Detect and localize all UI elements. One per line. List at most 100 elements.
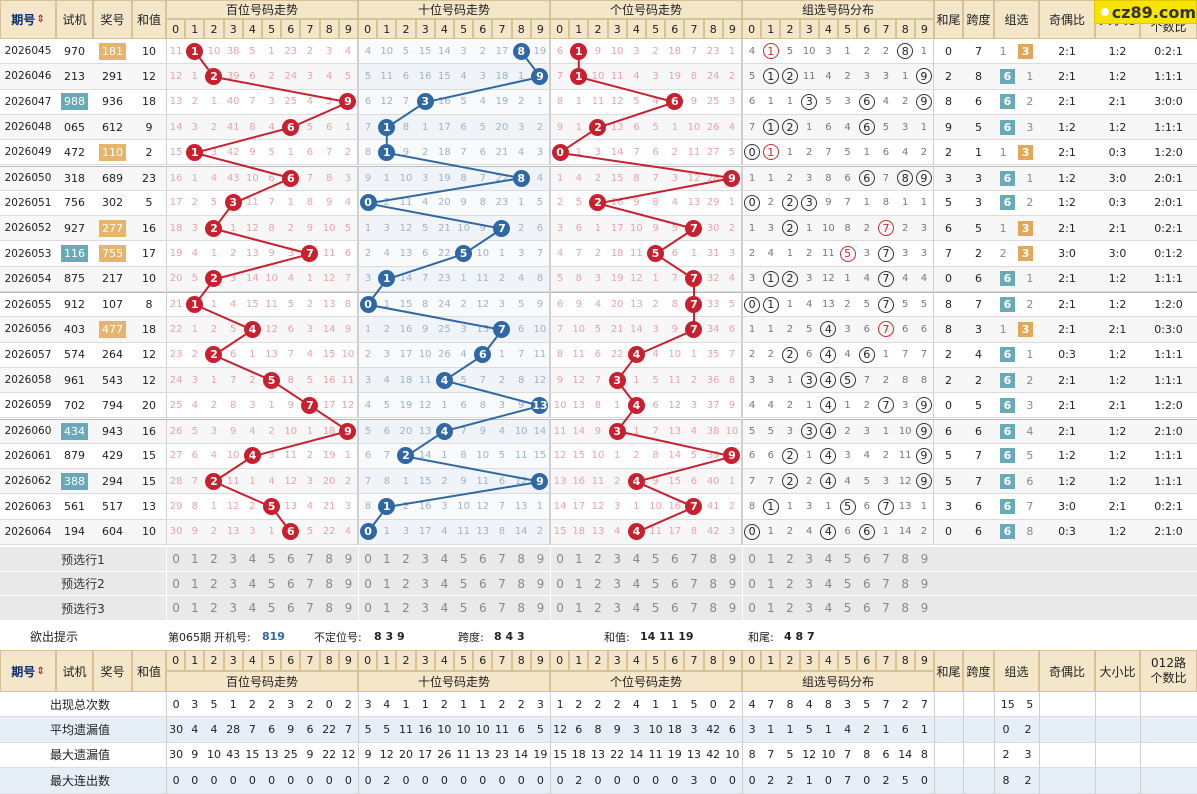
preselect-digit[interactable]: 2	[402, 552, 410, 567]
preselect-digit[interactable]: 8	[901, 576, 909, 591]
preselect-digit[interactable]: 3	[805, 552, 813, 567]
sort-arrow-icon[interactable]: ⇕	[36, 665, 45, 677]
preselect-digit[interactable]: 9	[920, 576, 929, 591]
preselect-digit[interactable]: 9	[536, 601, 545, 616]
preselect-digit[interactable]: 1	[190, 576, 199, 591]
preselect-digit[interactable]: 6	[286, 552, 295, 567]
preselect-digit[interactable]: 7	[690, 552, 698, 567]
preselect-digit[interactable]: 6	[478, 576, 487, 591]
preselect-digit[interactable]: 9	[344, 601, 353, 616]
preselect-digit[interactable]: 4	[632, 552, 641, 567]
preselect-digit[interactable]: 1	[766, 601, 775, 616]
preselect-digit[interactable]: 1	[766, 576, 775, 591]
preselect-digit[interactable]: 1	[574, 576, 583, 591]
preselect-digit[interactable]: 7	[690, 576, 698, 591]
preselect-digit[interactable]: 8	[709, 576, 717, 591]
sort-arrow-icon[interactable]: ⇕	[36, 14, 45, 25]
preselect-digit[interactable]: 7	[882, 601, 890, 616]
preselect-digit[interactable]: 0	[166, 596, 185, 621]
preselect-digit[interactable]: 1	[190, 601, 199, 616]
preselect-digit[interactable]: 8	[709, 601, 717, 616]
preselect-digit[interactable]: 9	[728, 601, 737, 616]
header-period[interactable]: 期号 ⇕	[0, 650, 56, 692]
preselect-digit[interactable]: 6	[670, 601, 679, 616]
preselect-digit[interactable]: 8	[517, 576, 525, 591]
preselect-digit[interactable]: 7	[882, 576, 890, 591]
preselect-digit[interactable]: 1	[190, 552, 199, 567]
preselect-digit[interactable]: 9	[536, 576, 545, 591]
preselect-digit[interactable]: 2	[594, 576, 602, 591]
preselect-digit[interactable]: 4	[440, 552, 449, 567]
preselect-digit[interactable]: 0	[358, 596, 377, 621]
preselect-digit[interactable]: 8	[901, 601, 909, 616]
preselect-digit[interactable]: 7	[882, 552, 890, 567]
preselect-digit[interactable]: 2	[210, 601, 218, 616]
preselect-digit[interactable]: 4	[632, 601, 641, 616]
preselect-digit[interactable]: 2	[786, 576, 794, 591]
header-period[interactable]: 期号 ⇕	[0, 0, 56, 39]
preselect-digit[interactable]: 5	[267, 601, 276, 616]
preselect-digit[interactable]: 3	[229, 601, 237, 616]
preselect-digit[interactable]: 7	[306, 552, 314, 567]
preselect-digit[interactable]: 5	[651, 576, 660, 591]
preselect-digit[interactable]: 3	[805, 601, 813, 616]
preselect-digit[interactable]: 5	[843, 601, 852, 616]
preselect-digit[interactable]: 4	[824, 552, 833, 567]
preselect-digit[interactable]: 3	[613, 601, 621, 616]
preselect-digit[interactable]: 0	[550, 571, 569, 596]
preselect-digit[interactable]: 3	[613, 576, 621, 591]
preselect-digit[interactable]: 4	[440, 576, 449, 591]
preselect-digit[interactable]: 5	[651, 552, 660, 567]
preselect-digit[interactable]: 4	[248, 552, 257, 567]
preselect-digit[interactable]: 4	[440, 601, 449, 616]
preselect-digit[interactable]: 7	[306, 576, 314, 591]
preselect-digit[interactable]: 6	[286, 576, 295, 591]
site-watermark[interactable]: cz89.com	[1094, 0, 1197, 24]
preselect-digit[interactable]: 7	[690, 601, 698, 616]
preselect-digit[interactable]: 6	[862, 601, 871, 616]
preselect-digit[interactable]: 5	[459, 576, 468, 591]
preselect-digit[interactable]: 0	[742, 571, 761, 596]
preselect-digit[interactable]: 3	[421, 601, 429, 616]
preselect-digit[interactable]: 4	[632, 576, 641, 591]
preselect-digit[interactable]: 2	[210, 552, 218, 567]
preselect-digit[interactable]: 6	[286, 601, 295, 616]
preselect-digit[interactable]: 2	[402, 576, 410, 591]
preselect-digit[interactable]: 9	[536, 552, 545, 567]
preselect-digit[interactable]: 6	[862, 576, 871, 591]
preselect-digit[interactable]: 4	[248, 576, 257, 591]
preselect-digit[interactable]: 9	[344, 552, 353, 567]
preselect-digit[interactable]: 6	[670, 576, 679, 591]
preselect-digit[interactable]: 2	[594, 552, 602, 567]
preselect-digit[interactable]: 2	[210, 576, 218, 591]
preselect-digit[interactable]: 3	[229, 576, 237, 591]
preselect-digit[interactable]: 8	[325, 601, 333, 616]
preselect-digit[interactable]: 4	[824, 601, 833, 616]
preselect-digit[interactable]: 1	[574, 601, 583, 616]
preselect-digit[interactable]: 7	[306, 601, 314, 616]
preselect-digit[interactable]: 9	[728, 552, 737, 567]
preselect-digit[interactable]: 5	[267, 552, 276, 567]
preselect-digit[interactable]: 1	[382, 552, 391, 567]
preselect-digit[interactable]: 7	[498, 601, 506, 616]
preselect-digit[interactable]: 8	[325, 576, 333, 591]
preselect-digit[interactable]: 5	[843, 576, 852, 591]
preselect-digit[interactable]: 0	[358, 547, 377, 572]
preselect-digit[interactable]: 7	[498, 552, 506, 567]
preselect-digit[interactable]: 2	[786, 601, 794, 616]
preselect-digit[interactable]: 9	[344, 576, 353, 591]
preselect-digit[interactable]: 1	[766, 552, 775, 567]
preselect-digit[interactable]: 9	[920, 601, 929, 616]
preselect-digit[interactable]: 2	[594, 601, 602, 616]
preselect-digit[interactable]: 3	[421, 576, 429, 591]
preselect-digit[interactable]: 6	[862, 552, 871, 567]
preselect-digit[interactable]: 0	[742, 596, 761, 621]
preselect-digit[interactable]: 0	[550, 596, 569, 621]
preselect-digit[interactable]: 8	[517, 601, 525, 616]
preselect-digit[interactable]: 3	[613, 552, 621, 567]
preselect-digit[interactable]: 8	[901, 552, 909, 567]
preselect-digit[interactable]: 6	[670, 552, 679, 567]
preselect-digit[interactable]: 0	[166, 571, 185, 596]
preselect-digit[interactable]: 1	[382, 601, 391, 616]
preselect-digit[interactable]: 3	[805, 576, 813, 591]
